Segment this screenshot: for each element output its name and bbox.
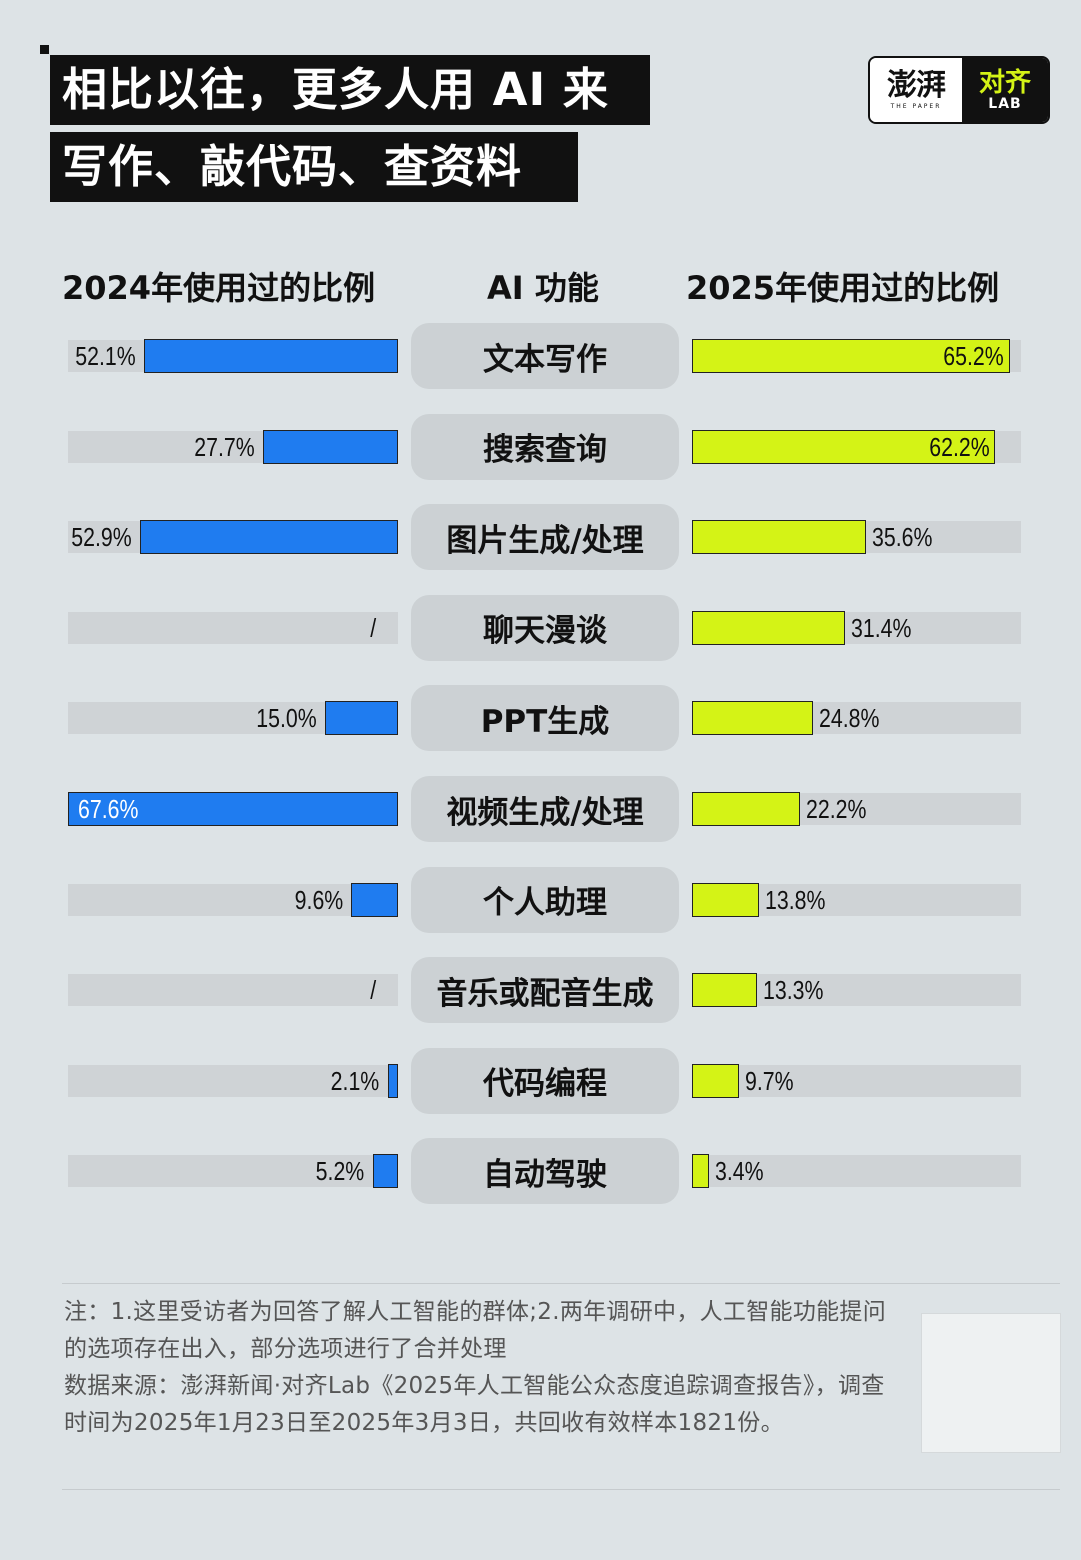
- column-header-2025: 2025年使用过的比例: [686, 269, 1000, 307]
- category-label: 代码编程: [411, 1047, 679, 1114]
- bar-2024: [139, 520, 398, 555]
- bar-2025: [692, 792, 801, 826]
- notes-top-divider: [62, 1283, 1060, 1284]
- value-label-2024: 27.7%: [194, 431, 255, 462]
- category-label: PPT生成: [411, 685, 679, 752]
- value-label-2025: 31.4%: [851, 612, 912, 643]
- duiqi-lab-logo: 对齐 LAB: [962, 58, 1048, 122]
- value-label-2025: 35.6%: [871, 522, 933, 553]
- value-label-2024: 15.0%: [256, 703, 317, 734]
- track-2025: [692, 1155, 1021, 1188]
- logo-en-text: THE PAPER: [890, 103, 942, 110]
- page-title-line-2: 写作、敲代码、查资料: [50, 132, 578, 202]
- bar-2025: [692, 339, 1010, 373]
- bar-2025: [692, 973, 757, 1008]
- bar-2024: [387, 1063, 398, 1098]
- bar-2025: [692, 520, 866, 555]
- notes-block: 注：1.这里受访者为回答了解人工智能的群体;2.两年调研中，人工智能功能提问的选…: [64, 1294, 894, 1442]
- bar-2024: [143, 339, 398, 373]
- logo-cn-text: 澎湃: [887, 68, 946, 103]
- value-label-2025: 13.8%: [765, 884, 826, 915]
- track-2024: [68, 1064, 398, 1097]
- value-label-2024: /: [370, 612, 376, 643]
- value-label-2024: 67.6%: [78, 794, 139, 824]
- bar-2024: [262, 429, 398, 464]
- track-2024: [68, 883, 398, 916]
- bar-2025: [692, 1154, 709, 1189]
- value-label-2024: 5.2%: [316, 1156, 365, 1187]
- page-title-line-1: 相比以往，更多人用 AI 来: [50, 55, 650, 125]
- value-label-2025: 24.8%: [818, 703, 880, 734]
- column-header-function: AI 功能: [487, 269, 599, 307]
- bar-2024: [324, 701, 398, 736]
- bar-2024: [372, 1154, 398, 1189]
- category-label: 音乐或配音生成: [411, 957, 679, 1024]
- value-label-2025: 13.3%: [762, 975, 824, 1006]
- category-label: 自动驾驶: [411, 1138, 679, 1205]
- track-2024: [68, 1155, 398, 1188]
- bar-2024: [68, 792, 398, 826]
- track-2024: [68, 974, 398, 1007]
- value-label-2024: /: [370, 975, 376, 1006]
- value-label-2024: 2.1%: [331, 1065, 380, 1096]
- bar-2025: [692, 1063, 740, 1098]
- the-paper-logo: 澎湃 THE PAPER: [870, 58, 962, 122]
- value-label-2025: 3.4%: [714, 1156, 764, 1187]
- bar-2025: [692, 882, 760, 917]
- value-label-2025: 9.7%: [745, 1065, 794, 1096]
- qr-code-placeholder: [921, 1313, 1061, 1453]
- brand-logo: 澎湃 THE PAPER 对齐 LAB: [868, 56, 1050, 124]
- title-accent-dot: [40, 45, 49, 54]
- track-2025: [692, 1064, 1021, 1097]
- logo-lab-en-text: LAB: [988, 96, 1022, 112]
- notes-bottom-divider: [62, 1489, 1060, 1490]
- value-label-2024: 52.1%: [75, 341, 136, 371]
- note-text: 注：1.这里受访者为回答了解人工智能的群体;2.两年调研中，人工智能功能提问的选…: [64, 1299, 887, 1362]
- category-label: 视频生成/处理: [411, 776, 679, 842]
- value-label-2025: 62.2%: [928, 431, 990, 462]
- category-label: 搜索查询: [411, 413, 679, 480]
- category-label: 文本写作: [411, 323, 679, 389]
- bar-2025: [692, 701, 813, 736]
- category-label: 图片生成/处理: [411, 504, 679, 571]
- value-label-2025: 22.2%: [806, 794, 867, 824]
- logo-lab-cn-text: 对齐: [978, 68, 1031, 98]
- value-label-2024: 52.9%: [71, 522, 132, 553]
- value-label-2024: 9.6%: [294, 884, 344, 915]
- bar-2025: [692, 429, 996, 464]
- column-header-2024: 2024年使用过的比例: [62, 269, 376, 307]
- track-2024: [68, 611, 398, 644]
- category-label: 个人助理: [411, 866, 679, 933]
- bar-2024: [351, 882, 398, 917]
- category-label: 聊天漫谈: [411, 594, 679, 661]
- value-label-2025: 65.2%: [943, 341, 1004, 371]
- bar-2025: [692, 610, 846, 645]
- source-text: 数据来源：澎湃新闻·对齐Lab《2025年人工智能公众态度追踪调查报告》，调查时…: [64, 1373, 885, 1436]
